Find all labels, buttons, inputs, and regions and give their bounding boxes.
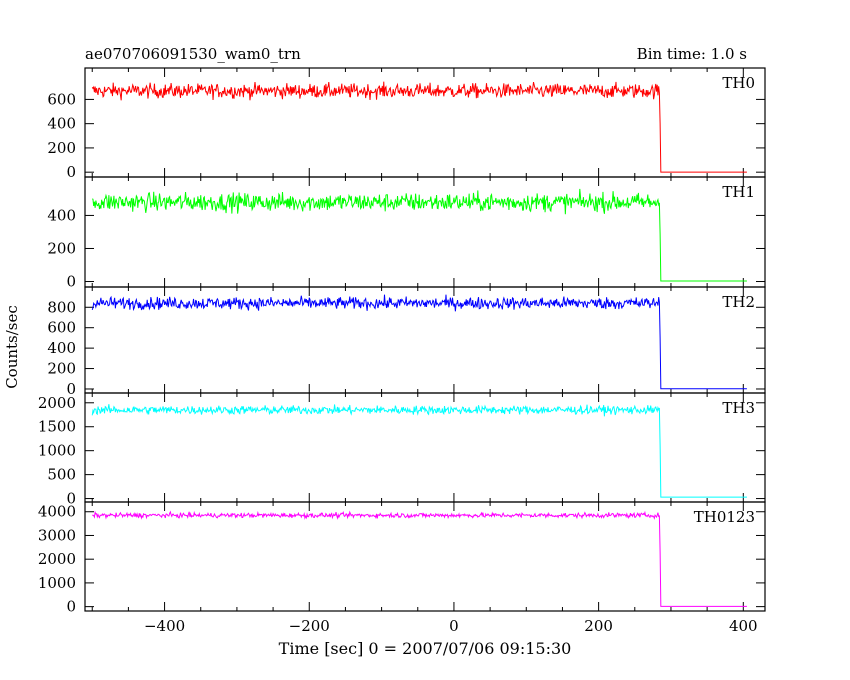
y-tick-label: 0 — [66, 490, 76, 508]
y-axis-label: Counts/sec — [3, 305, 21, 389]
panel-th2: 0 200 400 600 800 TH2 — [47, 286, 766, 398]
y-tick-label: 0 — [66, 163, 76, 181]
series-th2 — [91, 294, 747, 390]
x-tick-label: 0 — [449, 617, 459, 635]
panel-label-th0: TH0 — [722, 74, 755, 92]
x-tick-label: −400 — [144, 617, 185, 635]
y-tick-label: 1500 — [38, 418, 76, 436]
panel-frame — [84, 67, 766, 178]
y-tick-label: 400 — [47, 115, 76, 133]
series-th3 — [91, 404, 747, 498]
y-tick-label: 200 — [47, 239, 76, 257]
panel-label-th1: TH1 — [722, 183, 755, 201]
panel-th0: 0 200 400 600 TH0 — [47, 67, 766, 181]
panel-label-th2: TH2 — [722, 293, 755, 311]
y-tick-label: 1000 — [38, 574, 76, 592]
x-axis: −400 −200 0 200 400 — [144, 617, 758, 635]
y-tick-label: 0 — [66, 598, 76, 616]
y-tick-label: 200 — [47, 139, 76, 157]
y-tick-label: 2000 — [38, 394, 76, 412]
y-tick-label: 1000 — [38, 442, 76, 460]
panel-th3: 0 500 1000 1500 2000 TH3 — [38, 392, 766, 508]
x-tick-label: 200 — [584, 617, 613, 635]
series-th1 — [92, 188, 747, 282]
x-tick-label: −200 — [289, 617, 330, 635]
series-th0 — [91, 81, 747, 173]
panel-frame — [84, 501, 766, 612]
y-tick-label: 4000 — [38, 503, 76, 521]
y-tick-label: 600 — [47, 90, 76, 108]
panel-label-th3: TH3 — [722, 399, 755, 417]
panel-th0123: 0 1000 2000 3000 4000 TH0123 — [38, 501, 766, 616]
x-axis-label: Time [sec] 0 = 2007/07/06 09:15:30 — [279, 639, 572, 658]
panel-th1: 0 200 400 TH1 — [47, 176, 766, 291]
bin-time-label: Bin time: 1.0 s — [636, 45, 747, 63]
y-tick-label: 400 — [47, 206, 76, 224]
chart-title: ae070706091530_wam0_trn — [85, 45, 301, 63]
panel-frame — [84, 176, 766, 288]
series-th0123 — [92, 510, 747, 607]
y-tick-label: 200 — [47, 360, 76, 378]
panel-label-th0123: TH0123 — [694, 508, 755, 526]
y-tick-label: 3000 — [38, 526, 76, 544]
y-tick-label: 500 — [47, 466, 76, 484]
y-tick-label: 800 — [47, 298, 76, 316]
x-tick-label: 400 — [729, 617, 758, 635]
y-tick-label: 600 — [47, 319, 76, 337]
y-tick-label: 2000 — [38, 550, 76, 568]
y-tick-label: 400 — [47, 339, 76, 357]
y-tick-label: 0 — [66, 273, 76, 291]
y-tick-label: 0 — [66, 380, 76, 398]
